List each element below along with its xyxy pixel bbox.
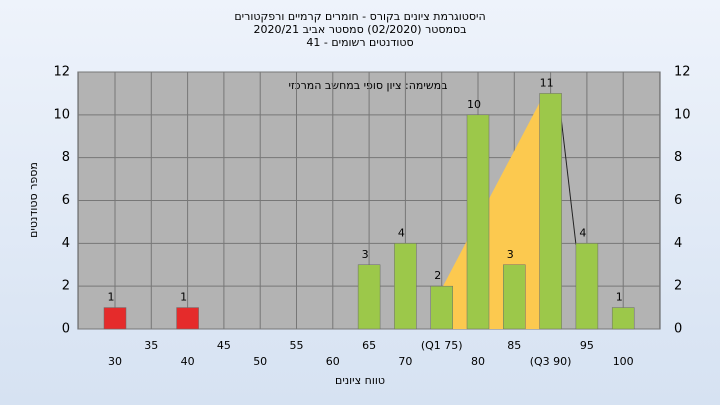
y-tick-label: 4	[62, 236, 70, 251]
y-axis-label: מספר סטודנטים	[27, 162, 40, 238]
bar	[503, 264, 526, 330]
x-tick-label: 65	[362, 339, 376, 352]
bar	[357, 264, 381, 330]
x-tick-label: 35	[144, 339, 158, 352]
y-tick-label: 8	[62, 150, 70, 165]
value-label: 1	[616, 291, 623, 304]
value-label: 3	[362, 248, 369, 261]
value-label: 1	[180, 291, 187, 304]
y2-tick-label: 0	[674, 322, 682, 337]
x-tick-label: 60	[326, 355, 340, 368]
x-tick-label: (Q1 75)	[421, 339, 463, 352]
value-label: 3	[507, 248, 514, 261]
x-tick-label: 30	[108, 355, 122, 368]
bar	[611, 307, 635, 330]
x-tick-label: 50	[253, 355, 267, 368]
bar	[103, 307, 127, 330]
x-tick-label: 70	[398, 355, 412, 368]
chart-title: היסטוגרמת ציונים בקורס - חומרים קרמיים ו…	[234, 10, 485, 23]
y2-tick-label: 6	[674, 193, 682, 208]
chart-subtitle-2: סטודנטים רשומים - 41	[306, 36, 413, 49]
bar	[176, 307, 199, 330]
bar	[466, 114, 490, 330]
x-tick-label: 100	[613, 355, 634, 368]
value-label: 4	[398, 226, 405, 239]
bar	[394, 243, 417, 330]
x-axis-label: טווח ציונים	[335, 374, 385, 387]
x-tick-label: (Q3 90)	[530, 355, 572, 368]
x-tick-label: 80	[471, 355, 485, 368]
bar	[539, 93, 562, 330]
value-label: 2	[434, 269, 441, 282]
y2-tick-label: 2	[674, 279, 682, 294]
y2-tick-label: 8	[674, 150, 682, 165]
y2-tick-label: 4	[674, 236, 682, 251]
y2-tick-label: 12	[674, 65, 691, 80]
y-tick-label: 12	[53, 65, 70, 80]
value-label: 1	[108, 291, 115, 304]
chart-subtitle: בסמסטר (02/2020) סמסטר אביב 2020/21	[253, 23, 466, 36]
y-tick-label: 0	[62, 322, 70, 337]
value-label: 4	[579, 226, 586, 239]
y-tick-label: 10	[53, 107, 70, 122]
value-label: 10	[467, 98, 481, 111]
x-tick-label: 95	[580, 339, 594, 352]
bar	[575, 243, 599, 330]
x-tick-label: 85	[507, 339, 521, 352]
y2-tick-label: 10	[674, 107, 691, 122]
bar	[430, 285, 453, 330]
value-label: 11	[540, 76, 554, 89]
x-tick-label: 45	[217, 339, 231, 352]
x-tick-label: 40	[181, 355, 195, 368]
annotation: במשימה: ציון סופי במחשב המרכזי	[288, 79, 447, 92]
y-tick-label: 2	[62, 279, 70, 294]
y-tick-label: 6	[62, 193, 70, 208]
x-tick-label: 55	[290, 339, 304, 352]
